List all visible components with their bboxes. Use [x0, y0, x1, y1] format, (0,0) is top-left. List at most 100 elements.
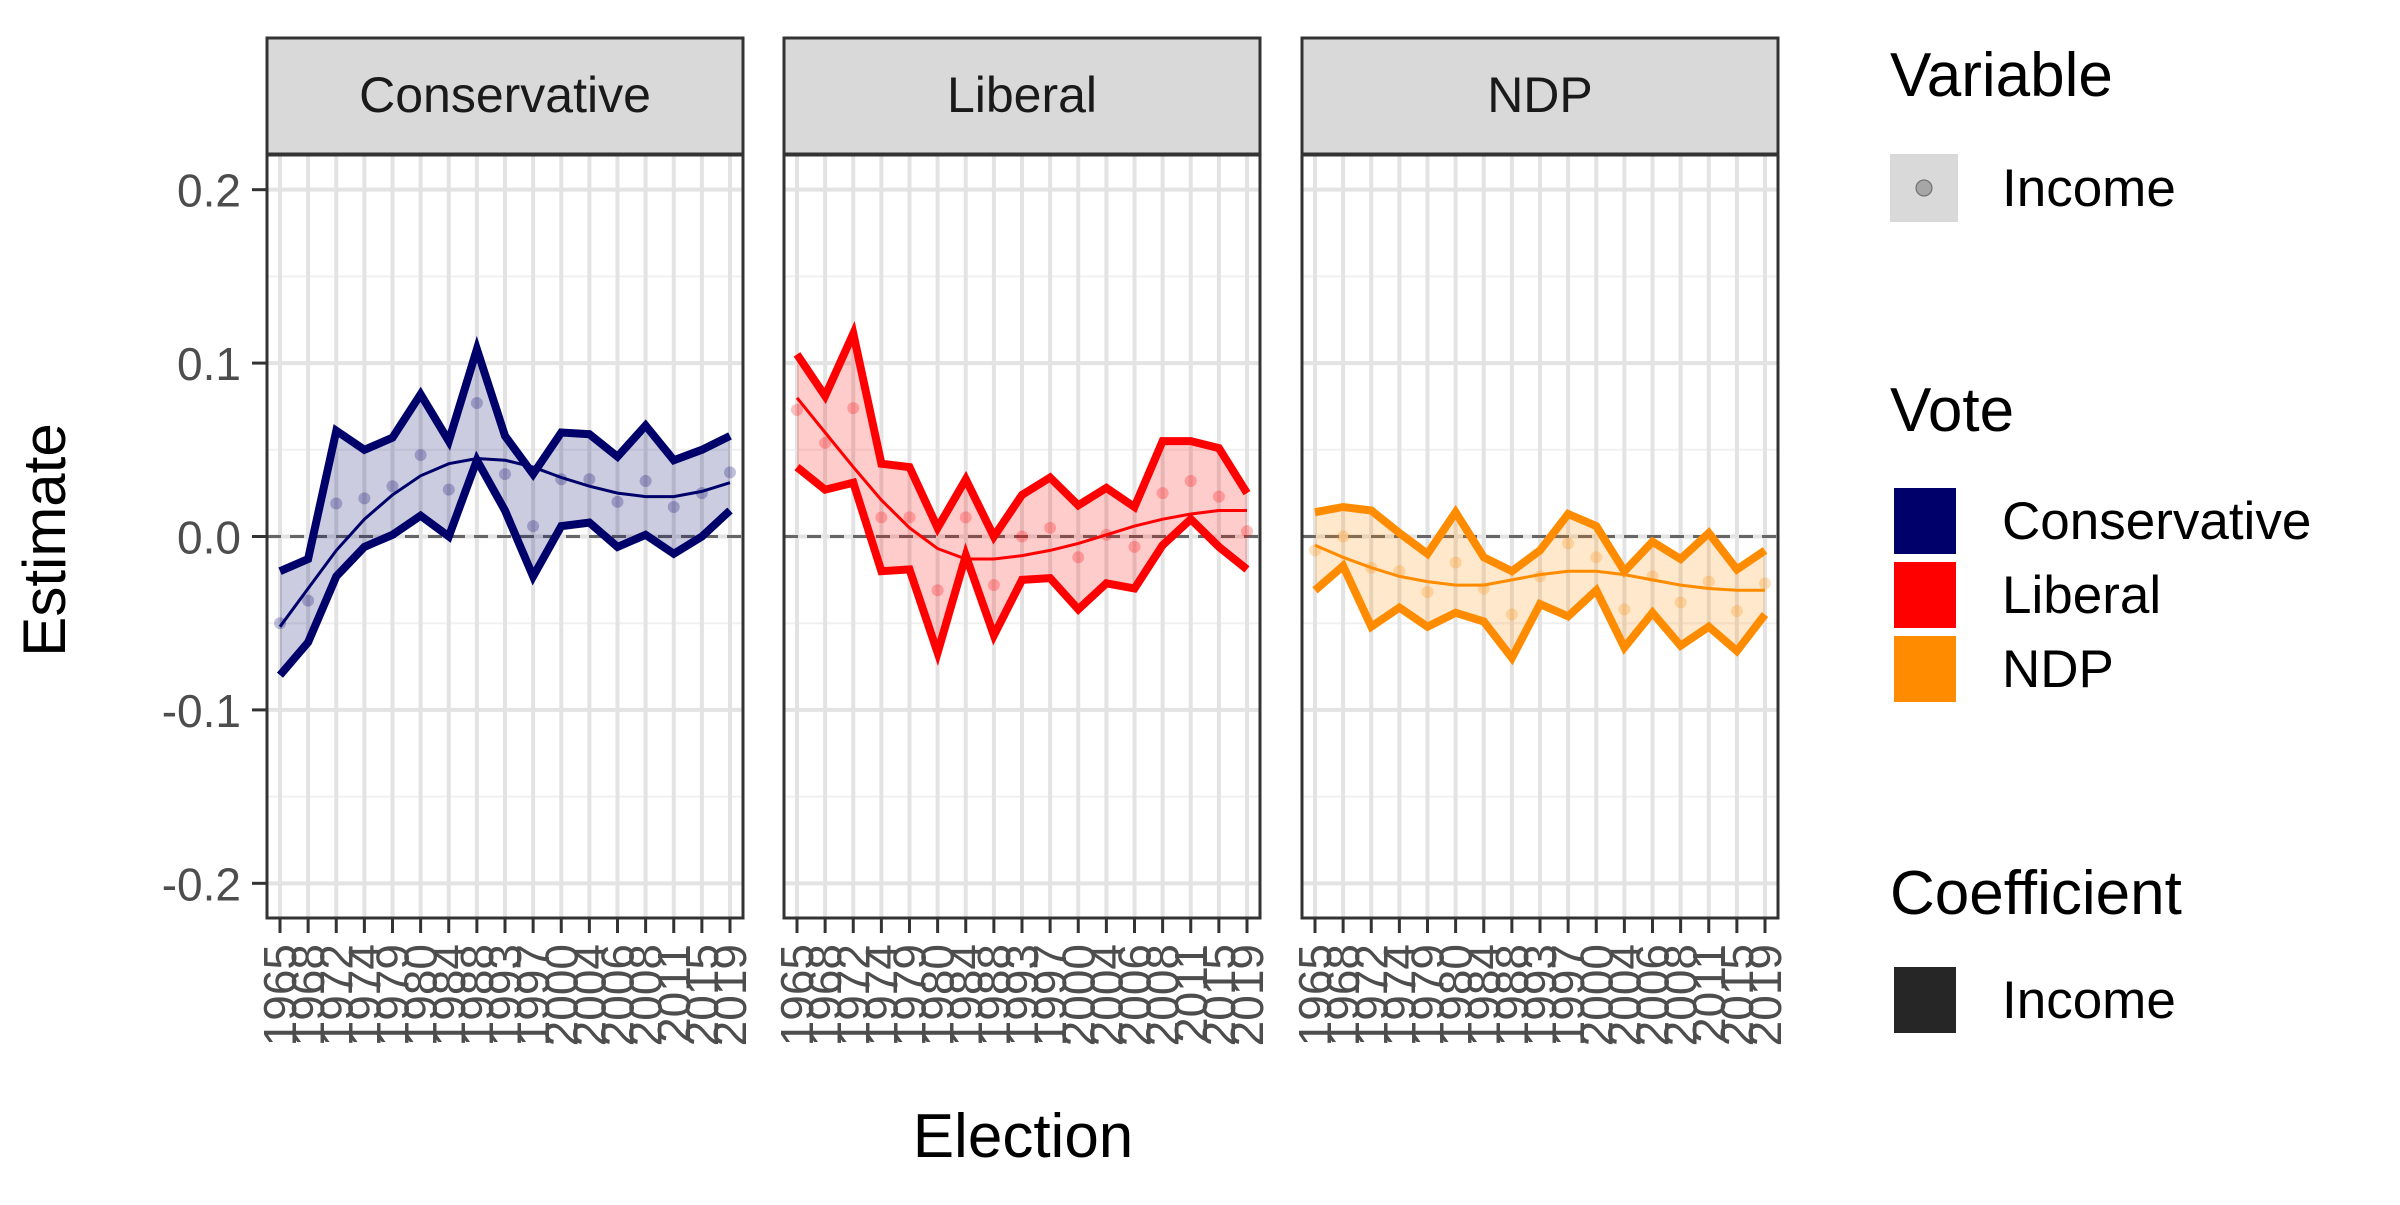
data-point — [903, 511, 916, 524]
data-point — [1759, 577, 1771, 590]
data-point — [1674, 596, 1687, 609]
lower-bound-line — [794, 463, 1250, 667]
data-point — [791, 403, 803, 416]
data-point — [959, 511, 972, 524]
data-point — [1702, 575, 1715, 588]
y-tick-label: 0.2 — [177, 165, 241, 217]
legend-item: Income — [1890, 154, 2176, 222]
data-point — [1590, 551, 1603, 564]
x-tick-label: 1979 — [1402, 944, 1454, 1046]
legend-item-label: NDP — [2002, 640, 2114, 699]
x-tick-label: 2015 — [1711, 944, 1763, 1046]
data-point — [639, 475, 652, 488]
data-point — [1421, 585, 1434, 598]
smooth-trend-line — [1314, 543, 1765, 592]
data-point — [724, 466, 736, 479]
data-point — [1241, 525, 1253, 538]
data-point — [1044, 521, 1057, 534]
data-point — [583, 473, 596, 486]
x-tick-label: 1997 — [507, 944, 559, 1046]
data-point — [302, 594, 315, 607]
legend-group-variable: Variable Income — [1890, 41, 2176, 222]
data-point — [1562, 537, 1575, 550]
data-point — [987, 579, 1000, 592]
x-tick-label: 2000 — [1052, 944, 1104, 1046]
upper-bound-line — [793, 320, 1251, 545]
x-tick-label: 2004 — [563, 944, 615, 1046]
data-point — [499, 468, 511, 481]
x-tick-label: 1974 — [855, 944, 907, 1046]
x-tick-label: 2019 — [704, 944, 756, 1046]
facet-strip — [782, 36, 1262, 156]
x-tick-label: 2019 — [1739, 944, 1791, 1046]
x-tick-label: 1997 — [1024, 944, 1076, 1046]
x-tick-label: 2000 — [1570, 944, 1622, 1046]
legend-item: Liberal — [1892, 560, 2161, 630]
x-tick-label: 2000 — [535, 944, 587, 1046]
legend-key-swatch — [1892, 486, 1958, 556]
x-tick-label: 2008 — [620, 944, 672, 1046]
x-tick-label: 1980 — [1430, 944, 1482, 1046]
x-tick-label: 2011 — [648, 944, 700, 1043]
x-tick-label: 1997 — [1542, 944, 1594, 1046]
y-tick-label: 0.0 — [177, 512, 241, 564]
x-tick-label: 1984 — [940, 944, 992, 1046]
data-point — [1449, 556, 1462, 569]
legend-group-vote: Vote Conservative Liberal NDP — [1890, 376, 2311, 704]
panel-ndp: NDP 1965196819721974197919801984198819931… — [1289, 36, 1791, 1046]
facet-strip — [1300, 36, 1780, 156]
y-tick-label: -0.2 — [162, 858, 241, 910]
legend-item-label: Income — [2002, 971, 2176, 1030]
x-tick-label: 1968 — [1317, 944, 1369, 1046]
x-tick-label: 1965 — [254, 944, 306, 1046]
x-tick-label: 2011 — [1165, 944, 1217, 1043]
x-tick-label: 1974 — [338, 944, 390, 1046]
data-point — [1730, 605, 1743, 618]
x-tick-label: 1972 — [310, 944, 362, 1046]
x-tick-label: 1984 — [423, 944, 475, 1046]
x-tick-label: 1988 — [968, 944, 1020, 1046]
data-point — [527, 520, 540, 533]
x-tick-label: 1993 — [1514, 944, 1566, 1046]
x-tick-label: 1972 — [827, 944, 879, 1046]
x-tick-label: 1980 — [912, 944, 964, 1046]
data-point — [1072, 551, 1085, 564]
data-point — [847, 402, 860, 415]
data-point — [1337, 530, 1350, 543]
panels-layer: Conservative1965196819721974197919801984… — [254, 36, 1791, 1046]
x-tick-label: 2004 — [1080, 944, 1132, 1046]
facet-strip-label: Liberal — [947, 67, 1097, 123]
panel-conservative: Conservative 1965196819721974197919801984… — [254, 36, 756, 1046]
legend: Variable Income Vote Conservative Liberal NDP… — [1890, 41, 2311, 1035]
upper-bound-line — [278, 335, 732, 575]
data-point — [611, 495, 624, 508]
legend-title: Coefficient — [1890, 859, 2182, 928]
data-point — [358, 492, 371, 505]
data-point — [470, 396, 483, 409]
x-axis-title: Election — [913, 1102, 1134, 1171]
x-tick-label: 2011 — [1683, 944, 1735, 1043]
lower-bound-line — [1312, 559, 1769, 666]
x-tick-label: 1979 — [367, 944, 419, 1046]
data-point — [442, 483, 455, 496]
x-tick-label: 1984 — [1458, 944, 1510, 1046]
data-point — [875, 511, 888, 524]
data-point — [1184, 475, 1197, 488]
x-tick-label: 2008 — [1137, 944, 1189, 1046]
legend-key-swatch — [1892, 634, 1958, 704]
confidence-ribbon — [280, 349, 730, 676]
x-tick-label: 2006 — [592, 944, 644, 1046]
legend-key-point — [1915, 179, 1933, 197]
y-axis-title: Estimate — [11, 423, 78, 656]
smooth-trend-line — [278, 456, 731, 628]
x-tick-label: 2015 — [676, 944, 728, 1046]
legend-item: Income — [1892, 965, 2176, 1035]
data-point — [1505, 608, 1518, 621]
data-point — [1016, 530, 1028, 543]
x-tick-label: 1965 — [1289, 944, 1341, 1046]
data-point — [1618, 603, 1631, 616]
x-tick-label: 1979 — [884, 944, 936, 1046]
legend-item: NDP — [1892, 634, 2114, 704]
data-point — [931, 584, 944, 597]
x-tick-label: 2008 — [1655, 944, 1707, 1046]
